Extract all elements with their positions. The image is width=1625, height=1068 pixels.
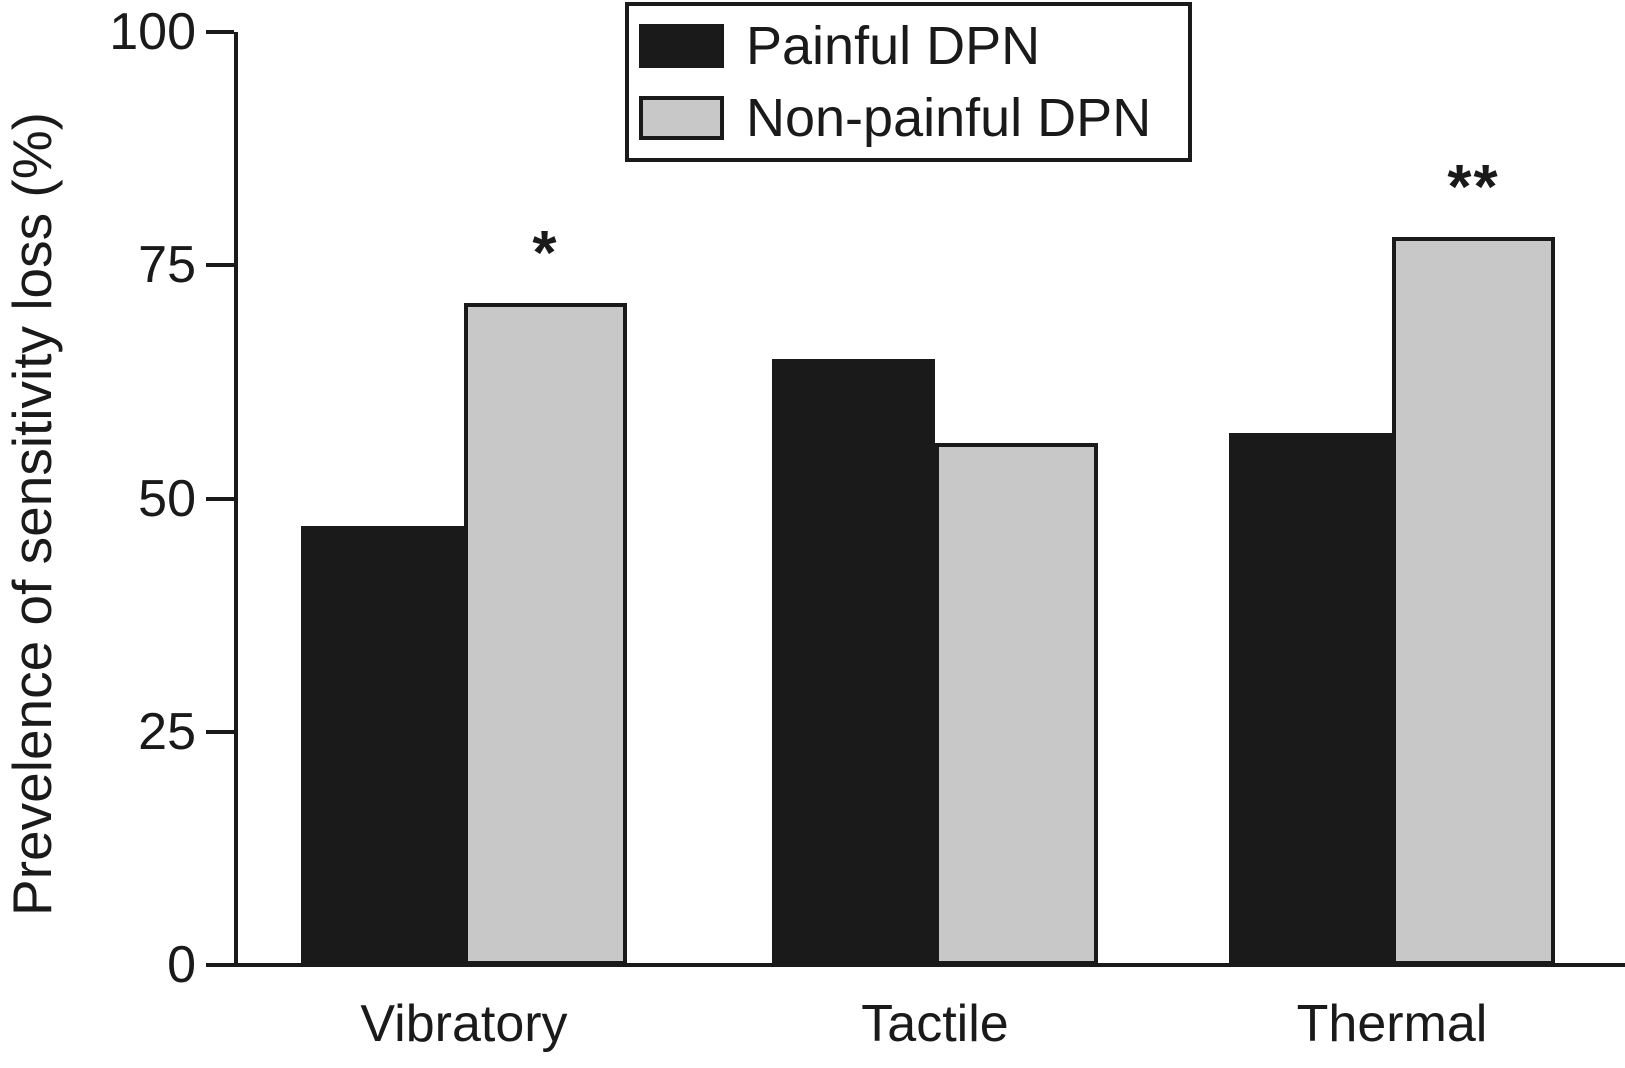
y-tick-mark <box>206 496 234 501</box>
significance-marker: ** <box>1447 153 1500 223</box>
legend-swatch-painful-dpn <box>639 24 724 68</box>
y-tick-label: 75 <box>138 236 196 295</box>
x-category-label-vibratory: Vibratory <box>360 995 568 1053</box>
y-axis-line <box>234 32 238 967</box>
y-tick-mark <box>206 30 234 34</box>
bar-painful-dpn-vibratory <box>301 526 464 965</box>
y-tick-label: 0 <box>167 936 196 994</box>
y-tick-mark <box>206 729 234 734</box>
legend-label: Non-painful DPN <box>746 88 1152 148</box>
x-category-label-thermal: Thermal <box>1296 995 1488 1053</box>
legend: Painful DPN Non-painful DPN <box>625 2 1192 162</box>
y-tick-label: 25 <box>138 702 196 761</box>
legend-swatch-non-painful-dpn <box>639 96 724 140</box>
significance-marker: * <box>532 218 559 288</box>
x-category-label-tactile: Tactile <box>861 995 1009 1053</box>
legend-label: Painful DPN <box>746 16 1041 76</box>
y-tick-label: 50 <box>138 469 196 528</box>
legend-item-painful-dpn: Painful DPN <box>629 17 1188 75</box>
bar-non-painful-dpn-vibratory <box>464 302 627 965</box>
legend-item-non-painful-dpn: Non-painful DPN <box>629 89 1188 147</box>
y-tick-mark <box>206 263 234 268</box>
bar-non-painful-dpn-thermal <box>1392 237 1555 965</box>
y-tick-mark <box>206 963 234 967</box>
bar-non-painful-dpn-tactile <box>935 442 1098 965</box>
x-axis-line <box>206 963 1625 967</box>
bar-painful-dpn-tactile <box>772 358 935 965</box>
y-tick-label: 100 <box>109 3 196 61</box>
bar-painful-dpn-thermal <box>1229 433 1392 965</box>
